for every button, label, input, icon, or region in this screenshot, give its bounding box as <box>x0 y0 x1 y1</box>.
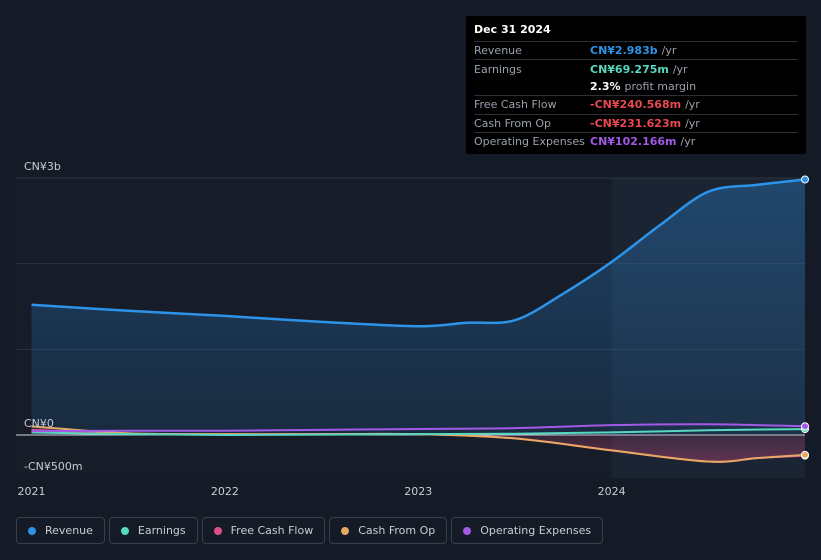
x-tick-label: 2024 <box>598 485 626 498</box>
operating-expenses-endpoint <box>801 422 809 431</box>
tooltip: Dec 31 2024 Revenue CN¥2.983b/yr Earnings C… <box>466 16 806 154</box>
tooltip-row: Revenue CN¥2.983b/yr <box>474 41 798 59</box>
tooltip-row: 2.3% profit margin <box>474 78 798 95</box>
revenue-line <box>31 178 806 328</box>
legend-dot-icon <box>341 526 350 535</box>
legend-dot-icon <box>120 526 129 535</box>
tooltip-row-value: CN¥102.166m <box>590 135 677 149</box>
legend-label: Free Cash Flow <box>230 524 314 537</box>
x-tick-label: 2022 <box>211 485 239 498</box>
tooltip-row-value: CN¥69.275m <box>590 62 669 76</box>
legend-item-cash-from-op[interactable]: Cash From Op <box>329 517 448 544</box>
legend-label: Operating Expenses <box>480 524 592 537</box>
legend-dot-icon <box>28 526 36 535</box>
tooltip-row-unit: /yr <box>672 62 688 76</box>
y-tick-label: CN¥3b <box>24 160 61 173</box>
legend-label: Earnings <box>137 524 186 537</box>
tooltip-row-label: Earnings <box>474 62 522 76</box>
x-tick-label: 2023 <box>404 485 432 498</box>
earnings-line <box>31 428 806 437</box>
revenue-endpoint <box>801 175 809 184</box>
operating-expenses-line <box>31 423 806 433</box>
tooltip-row-value: -CN¥240.568m <box>590 98 682 112</box>
y-tick-label: CN¥0 <box>24 417 54 430</box>
tooltip-row-label: Cash From Op <box>474 116 552 130</box>
tooltip-row-unit: /yr <box>661 44 677 58</box>
tooltip-row-label: Operating Expenses <box>474 135 585 149</box>
tooltip-row-value: -CN¥231.623m <box>590 116 682 130</box>
tooltip-row-unit: profit margin <box>624 79 697 93</box>
tooltip-row: Free Cash Flow -CN¥240.568m/yr <box>474 95 798 113</box>
tooltip-row: Earnings CN¥69.275m/yr <box>474 59 798 77</box>
legend-item-free-cash-flow[interactable]: Free Cash Flow <box>201 517 326 544</box>
legend-dot-icon <box>463 526 472 535</box>
y-tick-label: -CN¥500m <box>24 460 83 473</box>
cash-from-op-endpoint <box>801 450 809 459</box>
tooltip-row-label: Free Cash Flow <box>474 98 557 112</box>
tooltip-row-unit: /yr <box>680 135 696 149</box>
tooltip-date: Dec 31 2024 <box>474 23 551 36</box>
tooltip-row-unit: /yr <box>685 98 700 112</box>
tooltip-row-label: Revenue <box>474 44 522 58</box>
legend-item-revenue[interactable]: Revenue <box>16 517 105 544</box>
tooltip-row: Cash From Op -CN¥231.623m/yr <box>474 113 798 132</box>
tooltip-row-value: CN¥2.983b <box>590 44 658 58</box>
legend: Revenue Earnings Free Cash Flow Cash From O… <box>16 517 604 544</box>
x-tick-label: 2021 <box>17 485 45 498</box>
legend-label: Revenue <box>45 524 93 537</box>
cash-from-op-area <box>31 426 806 462</box>
revenue-area <box>31 179 806 435</box>
legend-dot-icon <box>213 526 222 535</box>
legend-item-operating-expenses[interactable]: Operating Expenses <box>451 517 604 544</box>
tooltip-row: Operating Expenses CN¥102.166m/yr <box>474 131 798 150</box>
legend-item-earnings[interactable]: Earnings <box>108 517 198 544</box>
tooltip-row-unit: /yr <box>685 116 700 130</box>
legend-label: Cash From Op <box>358 524 436 537</box>
tooltip-row-value: 2.3% <box>590 79 621 93</box>
